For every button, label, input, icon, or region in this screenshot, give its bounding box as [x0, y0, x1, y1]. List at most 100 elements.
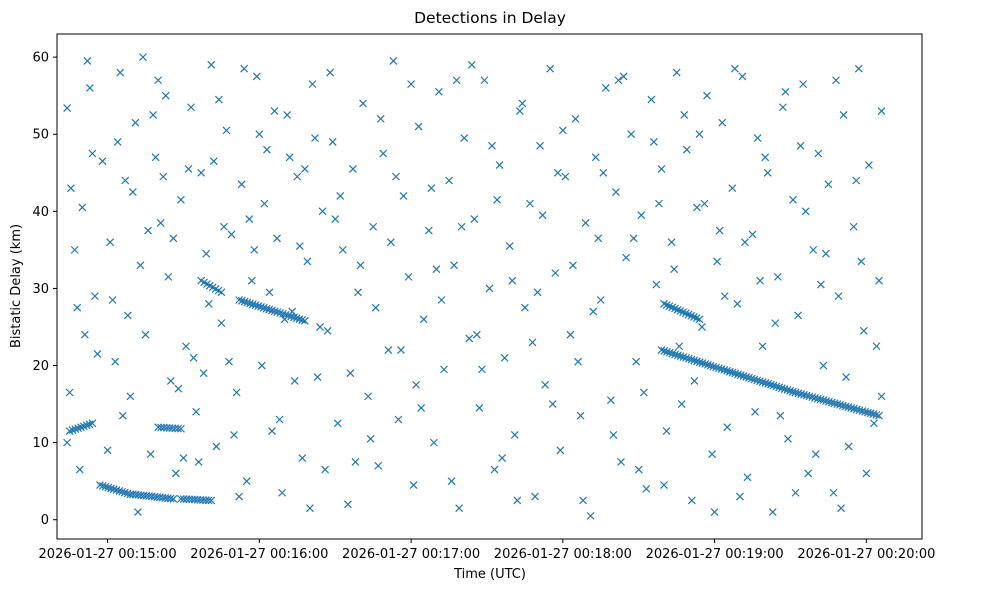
scatter-point: [227, 230, 236, 239]
track-point: [217, 288, 226, 297]
x-tick-label: 2026-01-27 00:15:00: [39, 547, 177, 562]
scatter-point: [182, 342, 190, 351]
track-point: [761, 379, 770, 387]
scatter-point: [730, 64, 739, 73]
scatter-point: [348, 164, 357, 173]
scatter-point: [533, 288, 542, 297]
track-point: [750, 375, 759, 384]
scatter-point: [457, 222, 466, 231]
track-point: [852, 405, 861, 414]
scatter-point: [531, 492, 539, 501]
scatter-point: [500, 353, 509, 362]
track-point: [177, 424, 185, 433]
scatter-point: [136, 261, 145, 270]
track-point: [717, 365, 726, 374]
scatter-point: [773, 272, 782, 281]
scatter-point: [414, 122, 423, 131]
track-point: [243, 298, 252, 307]
track-point: [660, 347, 669, 355]
scatter-point: [166, 377, 175, 385]
scatter-point: [93, 350, 102, 358]
track-point: [753, 376, 762, 385]
track-point: [824, 397, 833, 406]
scatter-point: [437, 296, 446, 304]
scatter-point: [467, 60, 476, 69]
scatter-point: [300, 164, 309, 173]
scatter-point: [364, 392, 373, 401]
track-point: [204, 496, 213, 505]
scatter-point: [118, 411, 127, 420]
scatter-point: [612, 188, 620, 196]
scatter-point: [440, 365, 448, 374]
track-point: [235, 296, 244, 304]
track-point: [858, 407, 867, 415]
scatter-point: [735, 492, 744, 501]
track-point: [772, 382, 781, 391]
track-point: [671, 350, 680, 359]
track-point: [292, 314, 301, 323]
track-point: [79, 422, 88, 431]
track-point: [855, 406, 864, 415]
track-point: [281, 310, 290, 319]
scatter-point: [91, 292, 99, 301]
scatter-point: [695, 130, 704, 139]
track-point: [813, 394, 822, 403]
track-point: [731, 369, 740, 378]
scatter-point: [65, 388, 74, 397]
scatter-point: [862, 469, 871, 478]
scatter-point: [232, 388, 241, 397]
scatter-point: [179, 454, 188, 462]
scatter-point: [485, 284, 494, 293]
track-point: [698, 359, 707, 367]
scatter-point: [204, 299, 213, 308]
scatter-point: [743, 473, 752, 482]
scatter-point: [834, 292, 843, 301]
track-point: [766, 380, 775, 389]
scatter-point: [445, 176, 453, 185]
scatter-point: [819, 361, 828, 370]
scatter-point: [495, 161, 504, 169]
scatter-point: [753, 134, 762, 143]
scatter-point: [801, 207, 810, 216]
track-point: [712, 363, 721, 372]
scatter-point: [63, 104, 72, 112]
scatter-point: [298, 454, 307, 462]
scatter-point: [184, 164, 193, 173]
track-point: [273, 308, 282, 317]
scatter-point: [488, 141, 496, 150]
scatter-point: [328, 138, 337, 146]
track-point: [276, 309, 285, 317]
scatter-point: [171, 469, 180, 478]
track-point: [668, 349, 677, 358]
scatter-point: [447, 477, 456, 486]
scatter-point: [460, 134, 469, 143]
track-point: [775, 383, 784, 392]
track-point: [104, 483, 113, 492]
scatter-point: [536, 141, 545, 150]
track-point: [251, 301, 260, 310]
scatter-point: [768, 508, 777, 516]
scatter-point: [698, 323, 706, 331]
track-point: [65, 427, 74, 435]
scatter-point: [220, 222, 228, 231]
scatter-point: [548, 400, 557, 409]
scatter-point: [599, 168, 608, 177]
track-point: [720, 366, 729, 374]
scatter-point: [275, 415, 284, 424]
scatter-point: [197, 168, 206, 177]
scatter-point: [784, 434, 792, 443]
scatter-point: [809, 245, 818, 254]
scatter-point: [326, 68, 335, 77]
scatter-point: [586, 511, 595, 520]
track-point: [850, 404, 858, 413]
track-point: [663, 347, 671, 356]
scatter-point: [111, 357, 120, 366]
track-point: [725, 367, 734, 376]
scatter-point: [399, 191, 408, 200]
scatter-point: [670, 265, 679, 274]
scatter-point: [609, 430, 618, 439]
track-point: [836, 400, 844, 409]
track-point: [169, 494, 178, 503]
scatter-point: [465, 334, 474, 343]
scatter-point: [758, 342, 767, 351]
